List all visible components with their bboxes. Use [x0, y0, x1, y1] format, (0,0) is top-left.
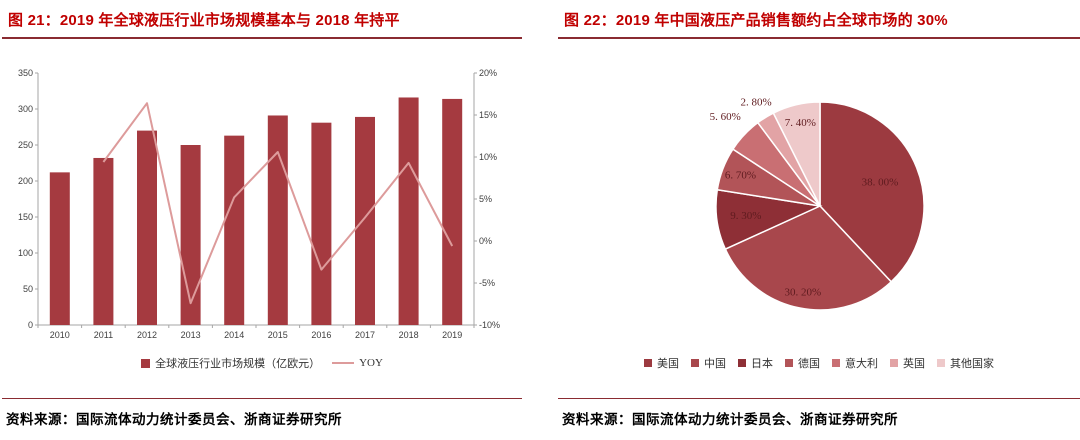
legend-swatch: [644, 359, 652, 367]
legend-swatch: [832, 359, 840, 367]
figure-22-panel: 图 22：2019 年中国液压产品销售额约占全球市场的 30% 38. 00% 3…: [558, 4, 1080, 438]
x-axis-label: 2015: [268, 330, 288, 340]
x-axis-label: 2010: [50, 330, 70, 340]
legend-item-5: 英国: [890, 355, 925, 371]
legend-swatch: [738, 359, 746, 367]
x-axis-label: 2018: [399, 330, 419, 340]
bar-2019: [442, 98, 463, 325]
bar-2010: [49, 172, 70, 325]
legend-item-market-size: 全球液压行业市场规模（亿欧元）: [141, 355, 320, 371]
x-axis-label: 2013: [181, 330, 201, 340]
right-axis-label: 10%: [479, 152, 497, 162]
left-axis-label: 100: [18, 248, 33, 258]
left-axis-label: 200: [18, 176, 33, 186]
legend-swatch: [890, 359, 898, 367]
pie-data-label: 7. 40%: [785, 117, 816, 129]
pie-slice-美国: [819, 101, 925, 283]
global-share-pie-chart: 38. 00% 30. 20% 9. 30% 6. 70% 5. 60%2. 80% 7.…: [710, 96, 925, 311]
x-axis-label: 2017: [355, 330, 375, 340]
bar-2013: [180, 145, 201, 325]
legend-label: 意大利: [845, 358, 878, 370]
left-axis-label: 150: [18, 212, 33, 222]
legend-label: 其他国家: [950, 358, 994, 370]
legend-item-0: 美国: [644, 355, 679, 371]
bar-2017: [355, 116, 375, 325]
legend-item-3: 德国: [785, 355, 820, 371]
figure-21-title-rule: [2, 37, 522, 39]
yoy-series-label: YOY: [359, 357, 383, 369]
left-axis-label: 0: [28, 320, 33, 330]
figure-22-legend: 美国 中国 日本 德国 意大利 英国 其他国家: [558, 355, 1080, 371]
bar-2014: [224, 135, 245, 325]
left-axis-label: 350: [18, 68, 33, 78]
legend-item-6: 其他国家: [937, 355, 994, 371]
right-axis-label: -10%: [479, 320, 500, 330]
left-axis-label: 250: [18, 140, 33, 150]
x-axis-label: 2019: [442, 330, 462, 340]
legend-label: 德国: [798, 358, 820, 370]
left-axis-label: 50: [23, 284, 33, 294]
legend-label: 美国: [657, 358, 679, 370]
yoy-line: [102, 102, 454, 305]
right-axis-label: 5%: [479, 194, 492, 204]
figure-21-source: 资料来源：国际流体动力统计委员会、浙商证券研究所: [2, 398, 522, 438]
figure-21-legend: 全球液压行业市场规模（亿欧元） YOY: [2, 355, 522, 371]
pie-slice-中国: [724, 205, 893, 311]
legend-item-1: 中国: [691, 355, 726, 371]
bar-2012: [137, 130, 157, 325]
pie-data-label: 5. 60%: [710, 111, 741, 123]
x-axis-label: 2016: [311, 330, 331, 340]
left-axis-label: 300: [18, 104, 33, 114]
x-axis-label: 2012: [137, 330, 157, 340]
legend-label: 中国: [704, 358, 726, 370]
right-axis-label: 15%: [479, 110, 497, 120]
figure-22-title-rule: [558, 37, 1080, 39]
pie-data-label: 30. 20%: [785, 287, 822, 299]
yoy-series-swatch: [332, 362, 355, 364]
legend-item-4: 意大利: [832, 355, 878, 371]
legend-label: 日本: [751, 358, 773, 370]
x-axis-label: 2011: [94, 330, 113, 340]
figure-21-title: 图 21：2019 年全球液压行业市场规模基本与 2018 年持平: [8, 12, 400, 29]
right-axis-label: 20%: [479, 68, 497, 78]
legend-item-yoy: YOY: [332, 357, 383, 369]
figure-22-title: 图 22：2019 年中国液压产品销售额约占全球市场的 30%: [564, 12, 948, 29]
x-axis-label: 2014: [224, 330, 244, 340]
legend-label: 英国: [903, 358, 925, 370]
bar-series-label: 全球液压行业市场规模（亿欧元）: [155, 358, 321, 370]
bar-2016: [311, 122, 332, 326]
pie-data-label: 38. 00%: [862, 176, 899, 188]
bar-series-swatch: [141, 358, 151, 368]
legend-item-2: 日本: [738, 355, 773, 371]
figure-22-source: 资料来源：国际流体动力统计委员会、浙商证券研究所: [558, 398, 1080, 438]
pie-data-label: 2. 80%: [741, 96, 772, 108]
pie-slice-其他国家: [772, 101, 821, 207]
legend-swatch: [691, 359, 699, 367]
bar-2018: [398, 97, 419, 325]
right-axis-label: 0%: [479, 236, 492, 246]
figure-21-panel: 图 21：2019 年全球液压行业市场规模基本与 2018 年持平 0 50 100…: [2, 4, 522, 438]
legend-swatch: [937, 359, 945, 367]
pie-data-label: 6. 70%: [725, 169, 756, 181]
right-axis-label: -5%: [479, 278, 495, 288]
global-hydraulic-market-chart: 0 50 100 150 200 250 300 350 -10% -5% 0% 5% 10% 15% 20…: [18, 68, 500, 340]
legend-swatch: [785, 359, 793, 367]
pie-data-label: 9. 30%: [730, 210, 761, 222]
bar-2015: [267, 115, 288, 325]
bar-2011: [93, 157, 114, 325]
